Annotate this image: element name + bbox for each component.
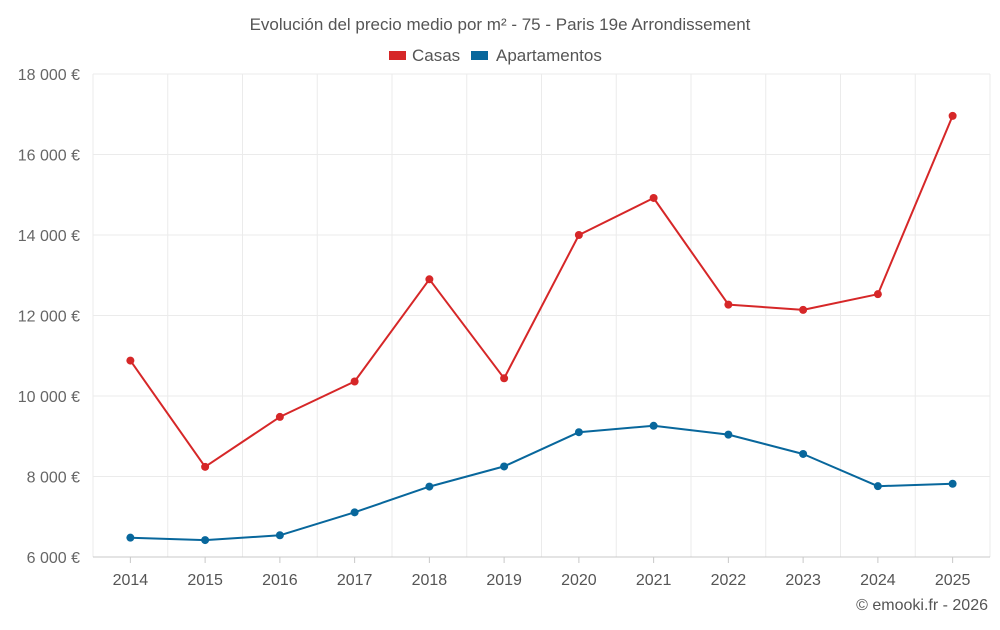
- x-tick-label: 2017: [337, 572, 373, 589]
- chart-title: Evolución del precio medio por m² - 75 -…: [250, 15, 751, 34]
- x-tick-label: 2015: [187, 572, 223, 589]
- y-tick-label: 10 000 €: [18, 389, 80, 406]
- data-point-apartamentos[interactable]: [126, 533, 135, 542]
- x-tick-label: 2016: [262, 572, 298, 589]
- data-point-apartamentos[interactable]: [574, 428, 583, 437]
- grid: [92, 73, 991, 558]
- data-point-casas[interactable]: [649, 193, 658, 202]
- x-tick-label: 2014: [113, 572, 149, 589]
- data-point-apartamentos[interactable]: [500, 462, 509, 471]
- data-point-apartamentos[interactable]: [948, 479, 957, 488]
- x-tick-label: 2020: [561, 572, 597, 589]
- x-tick-label: 2021: [636, 572, 672, 589]
- data-point-apartamentos[interactable]: [425, 482, 434, 491]
- y-tick-label: 16 000 €: [18, 148, 80, 165]
- data-point-casas[interactable]: [126, 356, 135, 365]
- data-point-casas[interactable]: [425, 275, 434, 284]
- data-point-apartamentos[interactable]: [275, 531, 284, 540]
- y-tick-label: 8 000 €: [27, 470, 80, 487]
- y-tick-label: 18 000 €: [18, 67, 80, 84]
- y-tick-label: 14 000 €: [18, 228, 80, 245]
- x-tick-label: 2025: [935, 572, 971, 589]
- legend-label-apartamentos: Apartamentos: [496, 46, 602, 65]
- x-tick-label: 2019: [486, 572, 522, 589]
- x-tick-label: 2023: [785, 572, 821, 589]
- data-point-casas[interactable]: [799, 305, 808, 314]
- series-layer: [126, 111, 957, 545]
- y-tick-label: 6 000 €: [27, 550, 80, 567]
- x-tick-label: 2022: [711, 572, 747, 589]
- data-point-apartamentos[interactable]: [350, 508, 359, 517]
- legend-item-casas[interactable]: Casas: [389, 46, 460, 65]
- data-point-apartamentos[interactable]: [873, 482, 882, 491]
- data-point-casas[interactable]: [574, 231, 583, 239]
- legend-swatch-casas: [389, 51, 406, 60]
- x-tick-label: 2024: [860, 572, 896, 589]
- y-tick-label: 12 000 €: [18, 309, 80, 326]
- data-point-apartamentos[interactable]: [649, 421, 658, 430]
- data-point-apartamentos[interactable]: [201, 536, 210, 545]
- series-line-casas: [129, 115, 954, 468]
- data-point-casas[interactable]: [350, 377, 359, 386]
- data-point-casas[interactable]: [275, 412, 284, 421]
- data-point-casas[interactable]: [724, 300, 733, 309]
- data-point-casas[interactable]: [201, 462, 210, 471]
- legend: Casas Apartamentos: [389, 46, 602, 65]
- data-point-casas[interactable]: [948, 111, 957, 120]
- axes: 6 000 € 8 000 € 10 000 € 12 000 € 14 000 € 16…: [18, 67, 990, 589]
- legend-swatch-apartamentos: [471, 51, 488, 60]
- credit-text: © emooki.fr - 2026: [856, 597, 988, 614]
- legend-label-casas: Casas: [412, 46, 460, 65]
- legend-item-apartamentos[interactable]: Apartamentos: [471, 46, 602, 65]
- data-point-casas[interactable]: [873, 290, 882, 299]
- data-point-apartamentos[interactable]: [799, 449, 808, 458]
- data-point-apartamentos[interactable]: [724, 430, 733, 439]
- x-tick-label: 2018: [412, 572, 448, 589]
- data-point-casas[interactable]: [500, 374, 509, 383]
- series-line-apartamentos: [130, 424, 953, 542]
